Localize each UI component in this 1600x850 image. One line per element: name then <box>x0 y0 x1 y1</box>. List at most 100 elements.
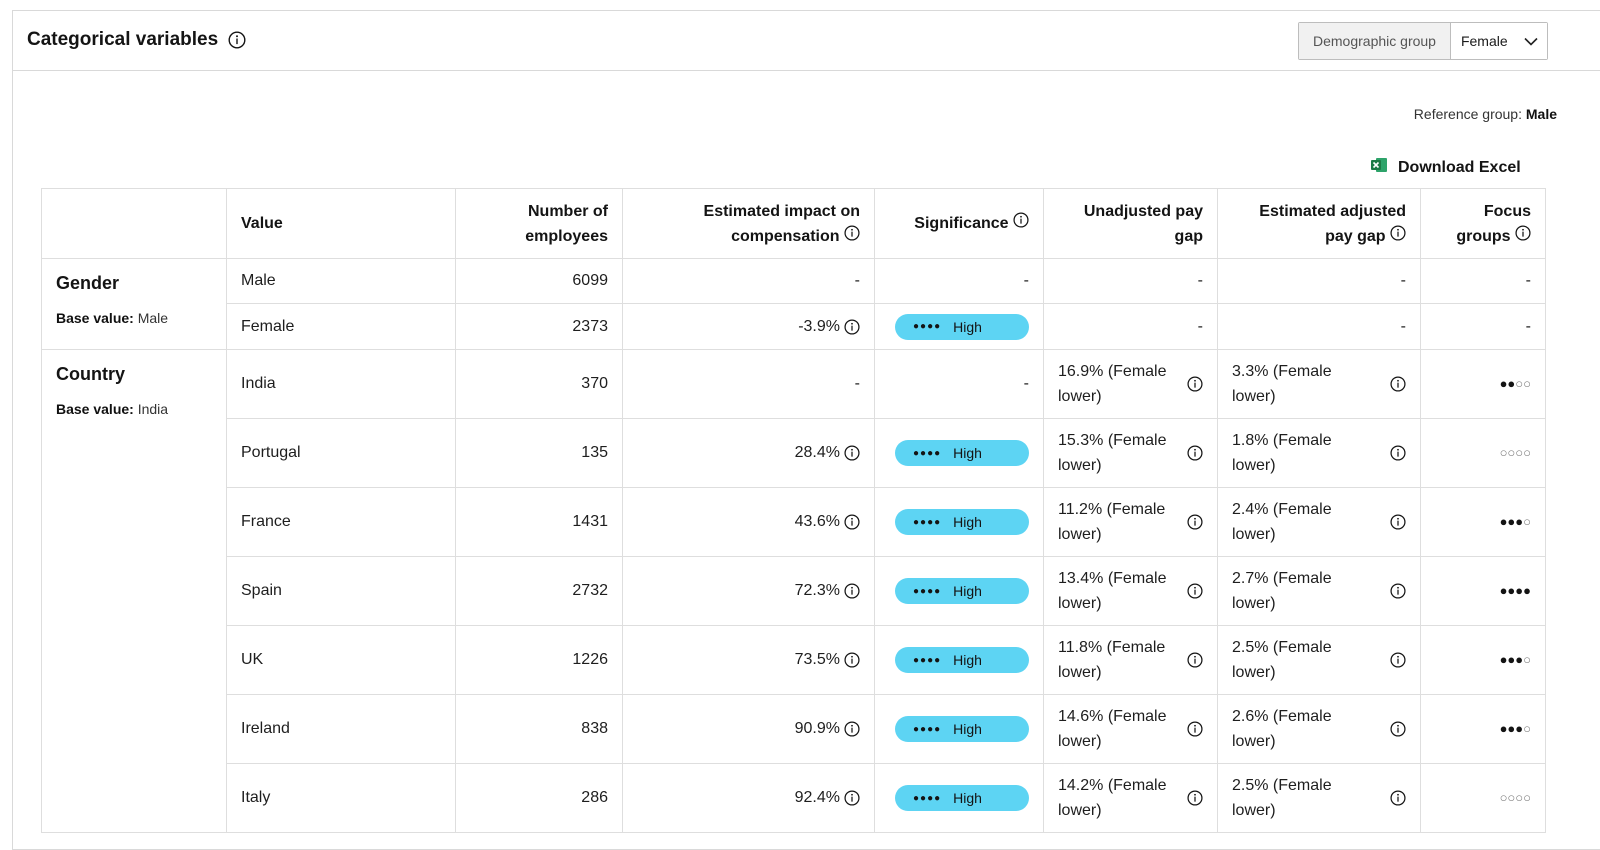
unadjusted-gap-cell: 13.4% (Female lower) <box>1043 556 1218 626</box>
info-icon[interactable] <box>844 514 860 530</box>
info-icon[interactable] <box>1390 583 1406 599</box>
significance-badge: ●●●● High <box>895 647 1029 673</box>
info-icon[interactable] <box>844 224 860 241</box>
significance-badge: ●●●● High <box>895 716 1029 742</box>
info-icon[interactable] <box>1515 224 1531 241</box>
adjusted-gap-value: 2.5% (Female lower) <box>1232 639 1332 681</box>
info-icon[interactable] <box>1390 652 1406 668</box>
significance-cell: ●●●● High <box>874 418 1044 488</box>
column-header-value[interactable]: Value <box>226 188 456 259</box>
info-icon[interactable] <box>1187 652 1203 668</box>
base-value-label: Base value: <box>56 401 134 417</box>
base-value-text: India <box>137 401 169 417</box>
column-header-focus[interactable]: Focus groups <box>1420 188 1546 259</box>
reference-group: Reference group: Male <box>1414 106 1557 122</box>
employees-cell: 1431 <box>455 487 623 557</box>
significance-label: High <box>953 445 982 461</box>
info-icon[interactable] <box>1390 790 1406 806</box>
adjusted-gap-value: 2.6% (Female lower) <box>1232 708 1332 750</box>
info-icon[interactable] <box>228 31 246 49</box>
significance-label: High <box>953 652 982 668</box>
column-header-unadjusted[interactable]: Unadjusted pay gap <box>1043 188 1218 259</box>
info-icon[interactable] <box>1187 514 1203 530</box>
significance-badge: ●●●● High <box>895 578 1029 604</box>
adjusted-gap-cell: - <box>1217 303 1421 350</box>
significance-badge: ●●●● High <box>895 785 1029 811</box>
demographic-group-dropdown[interactable]: Female <box>1450 23 1547 59</box>
significance-cell: ●●●● High <box>874 694 1044 764</box>
info-icon[interactable] <box>844 583 860 599</box>
focus-level-icon: ●●●● <box>1499 583 1531 598</box>
employees-cell: 2732 <box>455 556 623 626</box>
info-icon[interactable] <box>1187 721 1203 737</box>
info-icon[interactable] <box>1187 376 1203 392</box>
unadjusted-gap-value: 15.3% (Female lower) <box>1058 432 1167 474</box>
employees-cell: 838 <box>455 694 623 764</box>
impact-value: 90.9% <box>794 720 840 737</box>
adjusted-gap-value: 1.8% (Female lower) <box>1232 432 1332 474</box>
base-value: Base value: Male <box>56 310 212 326</box>
significance-label: High <box>953 318 982 335</box>
significance-label: High <box>953 790 982 806</box>
adjusted-gap-value: 2.4% (Female lower) <box>1232 501 1332 543</box>
focus-cell: - <box>1420 258 1546 304</box>
significance-badge: ●●●● High <box>895 440 1029 466</box>
column-header-label: Estimated adjusted pay gap <box>1236 199 1406 249</box>
categorical-variables-panel: Categorical variables Demographic group … <box>12 10 1600 850</box>
impact-cell: -3.9% <box>622 303 875 350</box>
unadjusted-gap-cell: 11.8% (Female lower) <box>1043 625 1218 695</box>
info-icon[interactable] <box>1390 224 1406 241</box>
impact-cell: 72.3% <box>622 556 875 626</box>
demographic-group-select[interactable]: Demographic group Female <box>1298 22 1548 60</box>
info-icon[interactable] <box>1390 445 1406 461</box>
significance-badge: ●●●● High <box>895 313 1029 340</box>
info-icon[interactable] <box>844 445 860 461</box>
column-header-impact[interactable]: Estimated impact on compensation <box>622 188 875 259</box>
focus-cell: ●●●○ <box>1420 487 1546 557</box>
unadjusted-gap-cell: 11.2% (Female lower) <box>1043 487 1218 557</box>
employees-cell: 2373 <box>455 303 623 350</box>
unadjusted-gap-value: 16.9% (Female lower) <box>1058 363 1167 405</box>
focus-cell: ●●●○ <box>1420 694 1546 764</box>
impact-cell: - <box>622 258 875 304</box>
significance-cell: - <box>874 258 1044 304</box>
employees-cell: 135 <box>455 418 623 488</box>
significance-dots-icon: ●●●● <box>913 723 942 735</box>
value-cell: Spain <box>226 556 456 626</box>
focus-cell: ●●●○ <box>1420 625 1546 695</box>
unadjusted-gap-value: 11.8% (Female lower) <box>1058 639 1166 681</box>
employees-cell: 370 <box>455 349 623 419</box>
impact-value: 92.4% <box>794 789 840 806</box>
table-header-row: Value Number of employees Estimated impa… <box>41 188 1546 259</box>
table-row: Female 2373 -3.9% ●●●● High - - - <box>42 303 1546 350</box>
info-icon[interactable] <box>844 652 860 668</box>
reference-group-label: Reference group: <box>1413 106 1522 122</box>
info-icon[interactable] <box>844 318 860 335</box>
focus-level-icon: ●●●○ <box>1499 721 1531 736</box>
info-icon[interactable] <box>1390 514 1406 530</box>
info-icon[interactable] <box>1187 583 1203 599</box>
unadjusted-gap-cell: - <box>1043 303 1218 350</box>
info-icon[interactable] <box>1390 376 1406 392</box>
info-icon[interactable] <box>844 721 860 737</box>
focus-cell: - <box>1420 303 1546 350</box>
info-icon[interactable] <box>1390 721 1406 737</box>
column-header-label: Estimated impact on compensation <box>680 199 860 249</box>
column-header-adjusted[interactable]: Estimated adjusted pay gap <box>1217 188 1421 259</box>
demographic-group-label: Demographic group <box>1299 23 1451 59</box>
column-header-significance[interactable]: Significance <box>874 188 1044 259</box>
column-header-employees[interactable]: Number of employees <box>455 188 623 259</box>
focus-cell: ●●○○ <box>1420 349 1546 419</box>
info-icon[interactable] <box>844 790 860 806</box>
download-excel-button[interactable]: Download Excel <box>1370 156 1521 179</box>
focus-level-icon: ●●●○ <box>1499 514 1531 529</box>
info-icon[interactable] <box>1187 445 1203 461</box>
info-icon[interactable] <box>1013 212 1029 228</box>
impact-value: -3.9% <box>798 317 840 335</box>
unadjusted-gap-cell: 14.2% (Female lower) <box>1043 763 1218 833</box>
adjusted-gap-value: 3.3% (Female lower) <box>1232 363 1332 405</box>
unadjusted-gap-cell: 14.6% (Female lower) <box>1043 694 1218 764</box>
info-icon[interactable] <box>1187 790 1203 806</box>
adjusted-gap-cell: 1.8% (Female lower) <box>1217 418 1421 488</box>
focus-level-icon: ○○○○ <box>1499 790 1531 805</box>
